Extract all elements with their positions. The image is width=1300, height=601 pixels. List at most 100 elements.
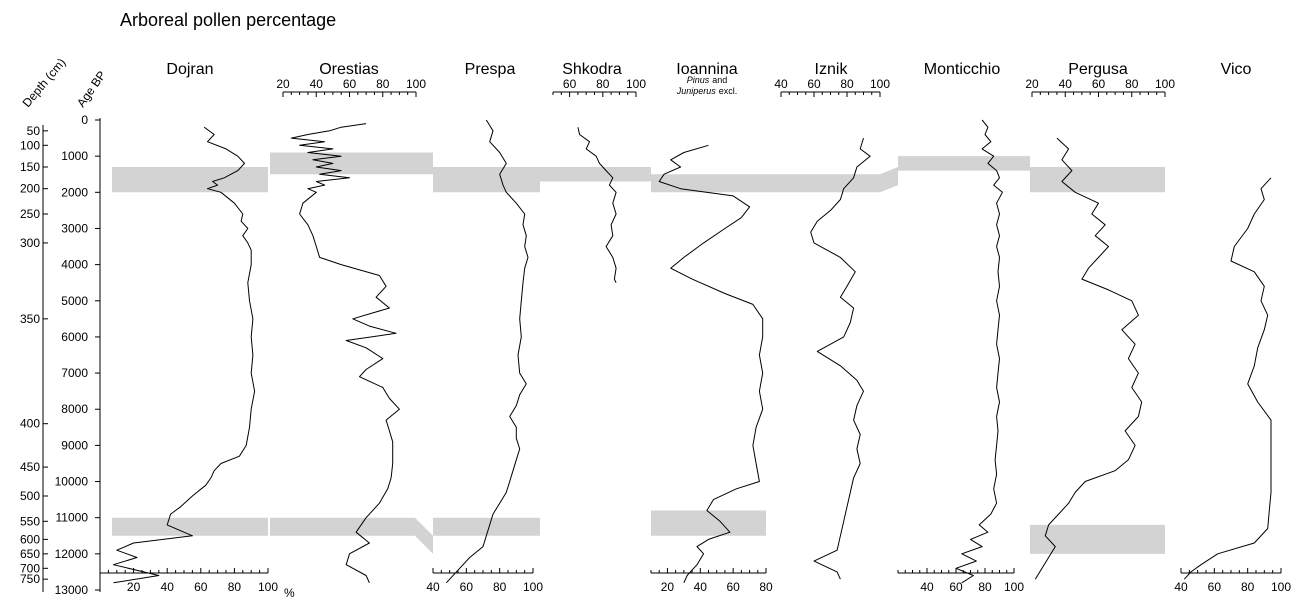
prespa-curve bbox=[445, 119, 529, 584]
dojran-curve bbox=[112, 126, 256, 584]
iznik-x-tick-label-80: 80 bbox=[840, 77, 854, 91]
orestias-site-label: Orestias bbox=[319, 61, 379, 78]
monticchio-site-label: Monticchio bbox=[924, 61, 1001, 78]
axes-layer: 0 1000 2000 3000 4000 5000 6000 7000 8000 9000 100… bbox=[20, 77, 1291, 597]
figure-title: Arboreal pollen percentage bbox=[120, 10, 336, 30]
iznik-site-label: Iznik bbox=[815, 61, 849, 78]
orestias-hiatus-band-0 bbox=[270, 152, 433, 175]
age-tick-label-5: 5000 bbox=[61, 294, 88, 308]
percent-unit-label: % bbox=[284, 586, 295, 600]
age-tick-label-1: 1000 bbox=[61, 149, 88, 163]
prespa-x-tick-label-40: 40 bbox=[426, 580, 440, 594]
ioannina-hiatus-band-1 bbox=[651, 510, 766, 536]
curves-layer bbox=[112, 119, 1272, 584]
shkodra-x-tick-label-60: 60 bbox=[563, 77, 577, 91]
monticchio-hiatus-band-0 bbox=[898, 156, 1030, 171]
pergusa-hiatus-band-1 bbox=[1030, 524, 1165, 554]
ioannina-site-label: Ioannina bbox=[676, 61, 737, 78]
shkodra-site-label: Shkodra bbox=[562, 61, 622, 78]
pergusa-x-tick-label-80: 80 bbox=[1125, 77, 1139, 91]
pergusa-site-label: Pergusa bbox=[1068, 61, 1128, 78]
dojran-x-tick-label-100: 100 bbox=[258, 580, 278, 594]
orestias-x-tick-label-40: 40 bbox=[310, 77, 324, 91]
ioannina-x-tick-label-20: 20 bbox=[661, 580, 675, 594]
orestias-curve bbox=[290, 123, 400, 584]
depth-tick-label-1: 100 bbox=[20, 138, 40, 152]
age-tick-label-10: 10000 bbox=[55, 475, 89, 489]
ioannina-note-line2: Juniperus excl. bbox=[676, 86, 738, 96]
ioannina-x-tick-label-60: 60 bbox=[726, 580, 740, 594]
depth-tick-label-11: 600 bbox=[20, 532, 40, 546]
orestias-x-tick-label-60: 60 bbox=[343, 77, 357, 91]
age-tick-label-8: 8000 bbox=[61, 402, 88, 416]
ioannina-note-line1: Pinus and bbox=[687, 75, 728, 85]
vico-x-tick-label-100: 100 bbox=[1271, 580, 1291, 594]
pergusa-curve bbox=[1034, 137, 1143, 580]
depth-tick-label-5: 300 bbox=[20, 236, 40, 250]
pergusa-x-tick-label-40: 40 bbox=[1059, 77, 1073, 91]
depth-tick-label-13: 700 bbox=[20, 561, 40, 575]
prespa-site-label: Prespa bbox=[465, 61, 516, 78]
shkodra-x-tick-label-100: 100 bbox=[626, 77, 646, 91]
ioannina-note-juniperus: Juniperus bbox=[676, 86, 717, 96]
orestias-hiatus-band-1 bbox=[270, 517, 433, 554]
iznik-x-tick-label-100: 100 bbox=[870, 77, 890, 91]
dojran-x-tick-label-40: 40 bbox=[161, 580, 175, 594]
age-tick-label-13: 13000 bbox=[55, 583, 89, 597]
vico-x-tick-label-40: 40 bbox=[1174, 580, 1188, 594]
ioannina-curve bbox=[658, 144, 764, 584]
depth-axis-label: Depth (cm) bbox=[20, 55, 69, 109]
depth-tick-label-0: 50 bbox=[27, 124, 41, 138]
iznik-hiatus-band-0 bbox=[766, 167, 898, 193]
iznik-x-tick-label-60: 60 bbox=[807, 77, 821, 91]
depth-tick-label-2: 150 bbox=[20, 160, 40, 174]
age-tick-label-12: 12000 bbox=[55, 547, 89, 561]
age-tick-label-3: 3000 bbox=[61, 221, 88, 235]
dojran-hiatus-band-1 bbox=[112, 517, 268, 536]
ioannina-note-pinus: Pinus bbox=[687, 75, 710, 85]
monticchio-x-tick-label-80: 80 bbox=[978, 580, 992, 594]
monticchio-x-tick-label-40: 40 bbox=[920, 580, 934, 594]
labels-layer: Arboreal pollen percentage Depth (cm) Ag… bbox=[20, 10, 1252, 600]
depth-tick-label-10: 550 bbox=[20, 514, 40, 528]
dojran-x-tick-label-80: 80 bbox=[228, 580, 242, 594]
age-tick-label-7: 7000 bbox=[61, 366, 88, 380]
vico-x-tick-label-60: 60 bbox=[1208, 580, 1222, 594]
age-axis-label: Age BP bbox=[74, 68, 109, 109]
shkodra-hiatus-band-0 bbox=[540, 167, 651, 182]
dojran-x-tick-label-60: 60 bbox=[194, 580, 208, 594]
depth-tick-label-6: 350 bbox=[20, 312, 40, 326]
dojran-site-label: Dojran bbox=[166, 61, 213, 78]
ioannina-note-excl: excl. bbox=[719, 86, 738, 96]
ioannina-x-tick-label-40: 40 bbox=[694, 580, 708, 594]
prespa-hiatus-band-1 bbox=[433, 517, 540, 536]
iznik-curve bbox=[810, 137, 871, 580]
monticchio-x-tick-label-60: 60 bbox=[949, 580, 963, 594]
vico-x-tick-label-80: 80 bbox=[1241, 580, 1255, 594]
ioannina-note-and: and bbox=[712, 75, 727, 85]
depth-tick-label-14: 750 bbox=[20, 572, 40, 586]
prespa-hiatus-band-0 bbox=[433, 167, 540, 193]
prespa-x-tick-label-100: 100 bbox=[523, 580, 543, 594]
age-tick-label-0: 0 bbox=[81, 113, 88, 127]
depth-tick-label-12: 650 bbox=[20, 547, 40, 561]
hiatus-bands-layer bbox=[112, 152, 1165, 554]
orestias-x-tick-label-100: 100 bbox=[406, 77, 426, 91]
age-tick-label-11: 11000 bbox=[56, 511, 89, 525]
orestias-x-tick-label-20: 20 bbox=[276, 77, 290, 91]
ioannina-hiatus-band-0 bbox=[651, 174, 766, 193]
depth-tick-label-9: 500 bbox=[20, 489, 40, 503]
dojran-x-tick-label-20: 20 bbox=[127, 580, 141, 594]
pergusa-x-tick-label-60: 60 bbox=[1092, 77, 1106, 91]
pergusa-x-tick-label-100: 100 bbox=[1155, 77, 1175, 91]
shkodra-x-tick-label-80: 80 bbox=[596, 77, 610, 91]
dojran-hiatus-band-0 bbox=[112, 167, 268, 193]
monticchio-x-tick-label-100: 100 bbox=[1004, 580, 1024, 594]
iznik-x-tick-label-40: 40 bbox=[774, 77, 788, 91]
depth-tick-label-4: 250 bbox=[20, 207, 40, 221]
pergusa-hiatus-band-0 bbox=[1030, 167, 1165, 193]
age-tick-label-2: 2000 bbox=[61, 185, 88, 199]
vico-site-label: Vico bbox=[1221, 61, 1252, 78]
prespa-x-tick-label-60: 60 bbox=[460, 580, 474, 594]
